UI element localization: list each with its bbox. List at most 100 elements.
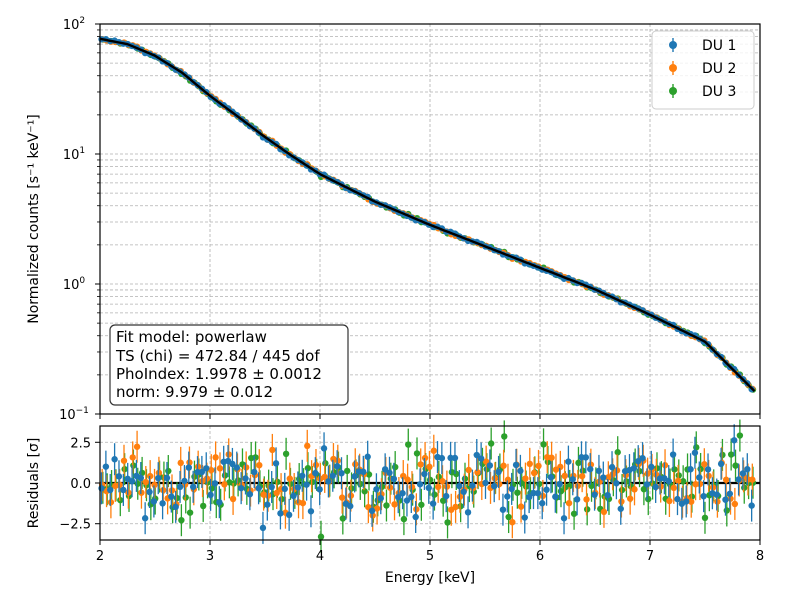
- spectrum-y-axis-label: Normalized counts [s⁻¹ keV⁻¹]: [26, 114, 42, 324]
- residual-data-point: [600, 508, 608, 516]
- residual-data-point: [360, 468, 367, 476]
- residual-data-point: [644, 470, 651, 477]
- residual-data-point: [726, 490, 734, 497]
- residual-data-point: [671, 466, 678, 473]
- residual-data-point: [416, 481, 424, 488]
- residual-data-point: [134, 480, 141, 487]
- residual-x-tick-label: 8: [756, 549, 764, 564]
- residual-data-point: [159, 500, 166, 507]
- residual-data-point: [719, 451, 726, 459]
- residual-data-point: [303, 481, 310, 488]
- residual-data-point: [107, 486, 114, 494]
- residual-data-point: [717, 460, 725, 468]
- residual-x-tick-label: 3: [206, 549, 214, 564]
- residual-data-point: [457, 503, 464, 510]
- legend: DU 1 DU 2 DU 3: [651, 30, 755, 110]
- residual-data-point: [383, 502, 390, 509]
- residual-data-point: [569, 476, 576, 483]
- residual-data-point: [338, 494, 346, 501]
- residual-data-point: [365, 471, 373, 478]
- residual-data-point: [504, 493, 511, 500]
- residual-data-point: [395, 493, 402, 501]
- residual-data-point: [142, 478, 150, 486]
- residual-data-point: [115, 473, 123, 480]
- residual-data-point: [674, 477, 682, 485]
- residual-data-point: [522, 475, 529, 482]
- residual-data-point: [199, 502, 207, 510]
- residual-data-point: [653, 465, 661, 472]
- residual-data-point: [547, 474, 555, 481]
- residual-data-point: [749, 476, 756, 483]
- residual-data-point: [495, 468, 502, 476]
- residual-data-point: [748, 502, 755, 509]
- residual-data-point: [121, 465, 128, 473]
- residual-data-point: [299, 472, 306, 479]
- residual-data-point: [614, 449, 621, 456]
- residual-data-point: [268, 483, 275, 491]
- residual-data-point: [120, 486, 127, 494]
- residual-data-point: [233, 464, 240, 471]
- fit-annotation: Fit model: powerlaw TS (chi) = 472.84 / …: [109, 324, 349, 406]
- legend-items: DU 1 DU 2 DU 3: [669, 38, 736, 100]
- residual-data-point: [368, 507, 376, 515]
- residual-data-point: [246, 491, 254, 498]
- legend-label: DU 3: [702, 84, 736, 100]
- residual-y-tick-label: 0.0: [70, 477, 91, 492]
- residual-data-point: [504, 476, 512, 483]
- residual-data-point: [456, 482, 463, 490]
- residual-data-point: [530, 469, 538, 477]
- residual-data-point: [583, 506, 591, 513]
- residual-data-point: [242, 464, 250, 471]
- residual-data-point: [505, 513, 512, 521]
- residual-data-point: [439, 497, 447, 504]
- residual-data-point: [443, 492, 450, 500]
- residual-data-point: [727, 495, 734, 502]
- residual-data-point: [565, 458, 572, 465]
- residual-data-point: [435, 473, 443, 481]
- residual-data-point: [617, 505, 624, 512]
- residual-data-point: [125, 489, 132, 496]
- residual-data-point: [731, 437, 738, 444]
- residual-data-point: [465, 466, 472, 474]
- residual-x-tick-label: 2: [96, 549, 104, 564]
- residual-data-point: [321, 473, 328, 481]
- residual-data-point: [509, 518, 516, 526]
- residual-data-point: [417, 461, 424, 468]
- residual-data-point: [386, 469, 393, 476]
- residual-series-du-1: [98, 424, 755, 544]
- residual-data-point: [357, 480, 364, 488]
- residual-data-point: [391, 501, 398, 508]
- residual-data-point: [399, 490, 406, 497]
- residual-data-point: [173, 494, 181, 502]
- residual-data-point: [207, 491, 214, 499]
- residual-data-point: [146, 488, 153, 496]
- residual-data-point: [482, 479, 489, 487]
- residual-data-point: [317, 533, 325, 540]
- residual-data-point: [652, 483, 659, 491]
- residual-data-point: [146, 472, 154, 480]
- residual-data-point: [713, 491, 720, 498]
- spectrum-y-ticks: 102 101 100 10−1: [59, 16, 100, 423]
- residual-data-point: [286, 475, 294, 482]
- residual-data-point: [439, 478, 446, 485]
- residual-data-point: [373, 505, 381, 512]
- residual-data-point: [574, 482, 581, 490]
- residual-data-point: [178, 516, 185, 524]
- residual-data-point: [242, 475, 249, 482]
- residual-data-point: [211, 480, 219, 487]
- residual-data-point: [517, 503, 525, 510]
- residual-x-tick-label: 7: [646, 549, 654, 564]
- residual-data-point: [400, 515, 408, 523]
- residual-data-point: [426, 476, 434, 484]
- residual-data-point: [361, 488, 368, 495]
- residual-data-point: [688, 493, 696, 500]
- residual-data-point: [735, 476, 742, 483]
- residual-data-point: [418, 501, 425, 508]
- residual-data-point: [631, 486, 638, 493]
- residual-data-point: [438, 454, 446, 462]
- residual-data-point: [575, 459, 582, 467]
- residual-data-point: [704, 466, 712, 473]
- residual-data-point: [378, 483, 386, 490]
- residual-data-point: [661, 462, 669, 469]
- residual-data-point: [473, 451, 480, 459]
